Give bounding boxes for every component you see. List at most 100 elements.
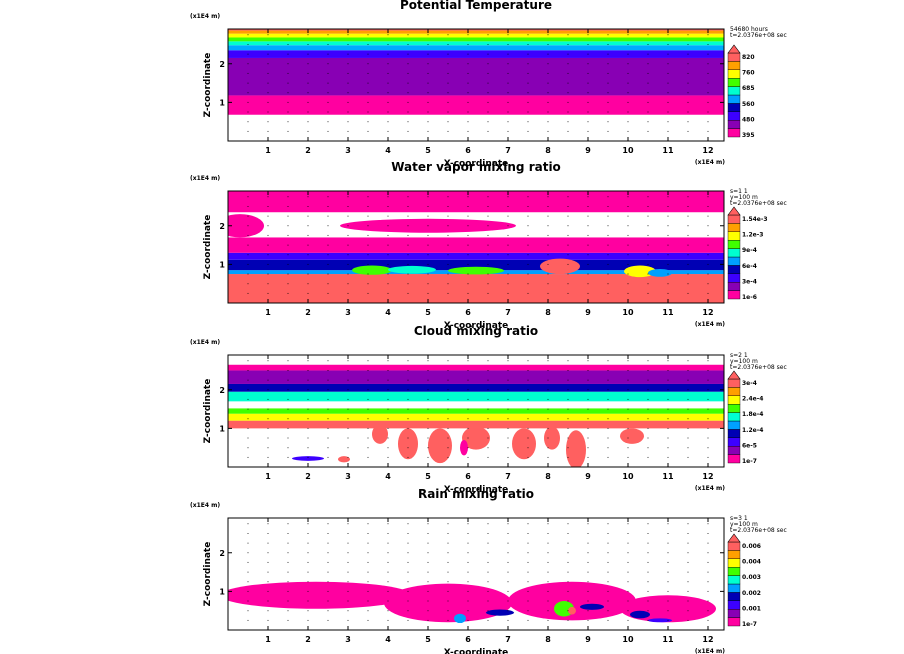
grid-dot (707, 532, 709, 534)
grid-dot (567, 408, 569, 410)
grid-dot (327, 283, 329, 285)
grid-dot (447, 418, 449, 420)
grid-dot (427, 379, 429, 381)
grid-dot (547, 121, 549, 123)
grid-dot (327, 196, 329, 198)
z-tick-label: 1 (219, 98, 225, 107)
x-tick-label: 7 (505, 308, 511, 317)
grid-dot (527, 447, 529, 449)
grid-dot (527, 360, 529, 362)
grid-dot (467, 369, 469, 371)
grid-dot (587, 196, 589, 198)
grid-dot (627, 571, 629, 573)
grid-dot (327, 92, 329, 94)
grid-dot (647, 34, 649, 36)
grid-dot (587, 418, 589, 420)
grid-dot (247, 379, 249, 381)
colorbar-label: 395 (742, 132, 755, 139)
x-tick-label: 6 (465, 472, 471, 481)
z-tick-label: 2 (219, 222, 225, 231)
grid-dot (427, 244, 429, 246)
grid-dot (647, 590, 649, 592)
grid-dot (387, 581, 389, 583)
grid-dot (407, 121, 409, 123)
grid-dot (427, 234, 429, 236)
grid-dot (567, 92, 569, 94)
grid-dot (467, 581, 469, 583)
z-tick-label: 1 (219, 587, 225, 596)
grid-dot (587, 130, 589, 132)
grid-dot (307, 456, 309, 458)
x-tick-label: 11 (662, 146, 674, 155)
grid-dot (627, 590, 629, 592)
grid-dot (347, 234, 349, 236)
grid-dot (267, 379, 269, 381)
x-tick-label: 9 (585, 635, 591, 644)
grid-dot (647, 610, 649, 612)
grid-dot (547, 369, 549, 371)
colorbar-cell (727, 454, 741, 464)
grid-dot (267, 225, 269, 227)
grid-dot (287, 552, 289, 554)
grid-dot (447, 273, 449, 275)
grid-dot (247, 610, 249, 612)
grid-dot (247, 101, 249, 103)
grid-dot (267, 561, 269, 563)
grid-dot (647, 130, 649, 132)
grid-dot (427, 437, 429, 439)
grid-dot (267, 437, 269, 439)
contour-band (228, 191, 724, 213)
grid-dot (247, 600, 249, 602)
grid-dot (447, 552, 449, 554)
grid-dot (307, 53, 309, 55)
grid-dot (287, 205, 289, 207)
grid-dot (267, 581, 269, 583)
colorbar-cell (727, 567, 741, 576)
contour-patch (338, 456, 350, 463)
contour-patch (544, 426, 560, 450)
contour-patch (372, 424, 388, 444)
grid-dot (567, 427, 569, 429)
grid-dot (707, 234, 709, 236)
x-tick-label: 5 (425, 635, 431, 644)
x-tick-label: 12 (702, 146, 713, 155)
grid-dot (487, 292, 489, 294)
grid-dot (347, 619, 349, 621)
grid-dot (347, 600, 349, 602)
grid-dot (587, 552, 589, 554)
colorbar-cell (727, 248, 741, 258)
grid-dot (687, 263, 689, 265)
grid-dot (407, 456, 409, 458)
grid-dot (627, 600, 629, 602)
grid-dot (587, 244, 589, 246)
grid-dot (527, 121, 529, 123)
grid-dot (687, 360, 689, 362)
grid-dot (467, 360, 469, 362)
grid-dot (427, 34, 429, 36)
grid-dot (367, 225, 369, 227)
grid-dot (307, 571, 309, 573)
grid-dot (567, 111, 569, 113)
grid-dot (647, 196, 649, 198)
grid-dot (447, 34, 449, 36)
grid-dot (447, 427, 449, 429)
grid-dot (367, 130, 369, 132)
grid-dot (407, 532, 409, 534)
grid-dot (387, 101, 389, 103)
colorbar-label: 2.4e-4 (742, 396, 763, 403)
grid-dot (287, 244, 289, 246)
colorbar-cell (727, 558, 741, 568)
x-tick-label: 8 (545, 472, 551, 481)
x-tick-label: 1 (265, 308, 271, 317)
grid-dot (427, 427, 429, 429)
grid-dot (367, 427, 369, 429)
grid-dot (367, 398, 369, 400)
grid-dot (707, 273, 709, 275)
grid-dot (327, 379, 329, 381)
contour-band (228, 37, 724, 42)
colorbar-cell (727, 437, 741, 447)
grid-dot (327, 369, 329, 371)
grid-dot (627, 447, 629, 449)
grid-dot (627, 523, 629, 525)
grid-dot (307, 72, 309, 74)
